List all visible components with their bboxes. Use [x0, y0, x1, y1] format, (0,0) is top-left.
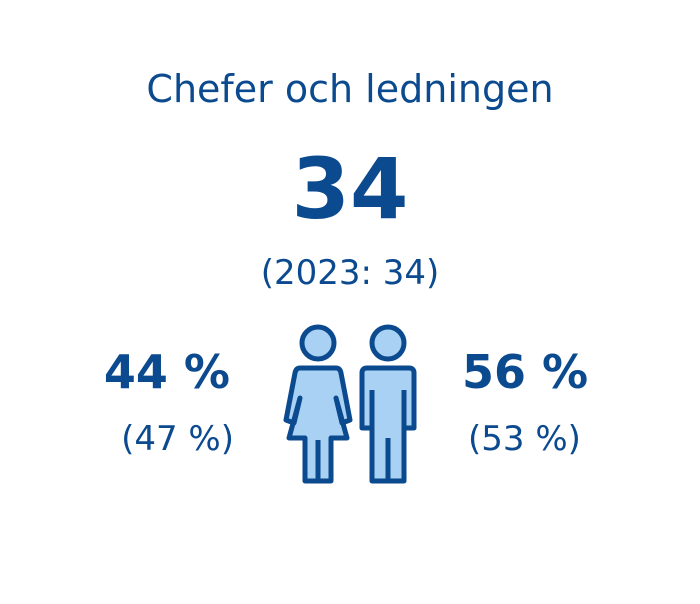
men-previous: (53 %) — [468, 419, 581, 459]
women-previous: (47 %) — [121, 419, 234, 459]
title: Chefer och ledningen — [146, 67, 553, 111]
men-share: 56 % — [462, 345, 588, 399]
total-value: 34 — [292, 140, 409, 238]
women-share: 44 % — [104, 345, 230, 399]
man-icon — [359, 324, 417, 484]
total-previous: (2023: 34) — [261, 253, 440, 293]
woman-icon — [283, 324, 353, 484]
